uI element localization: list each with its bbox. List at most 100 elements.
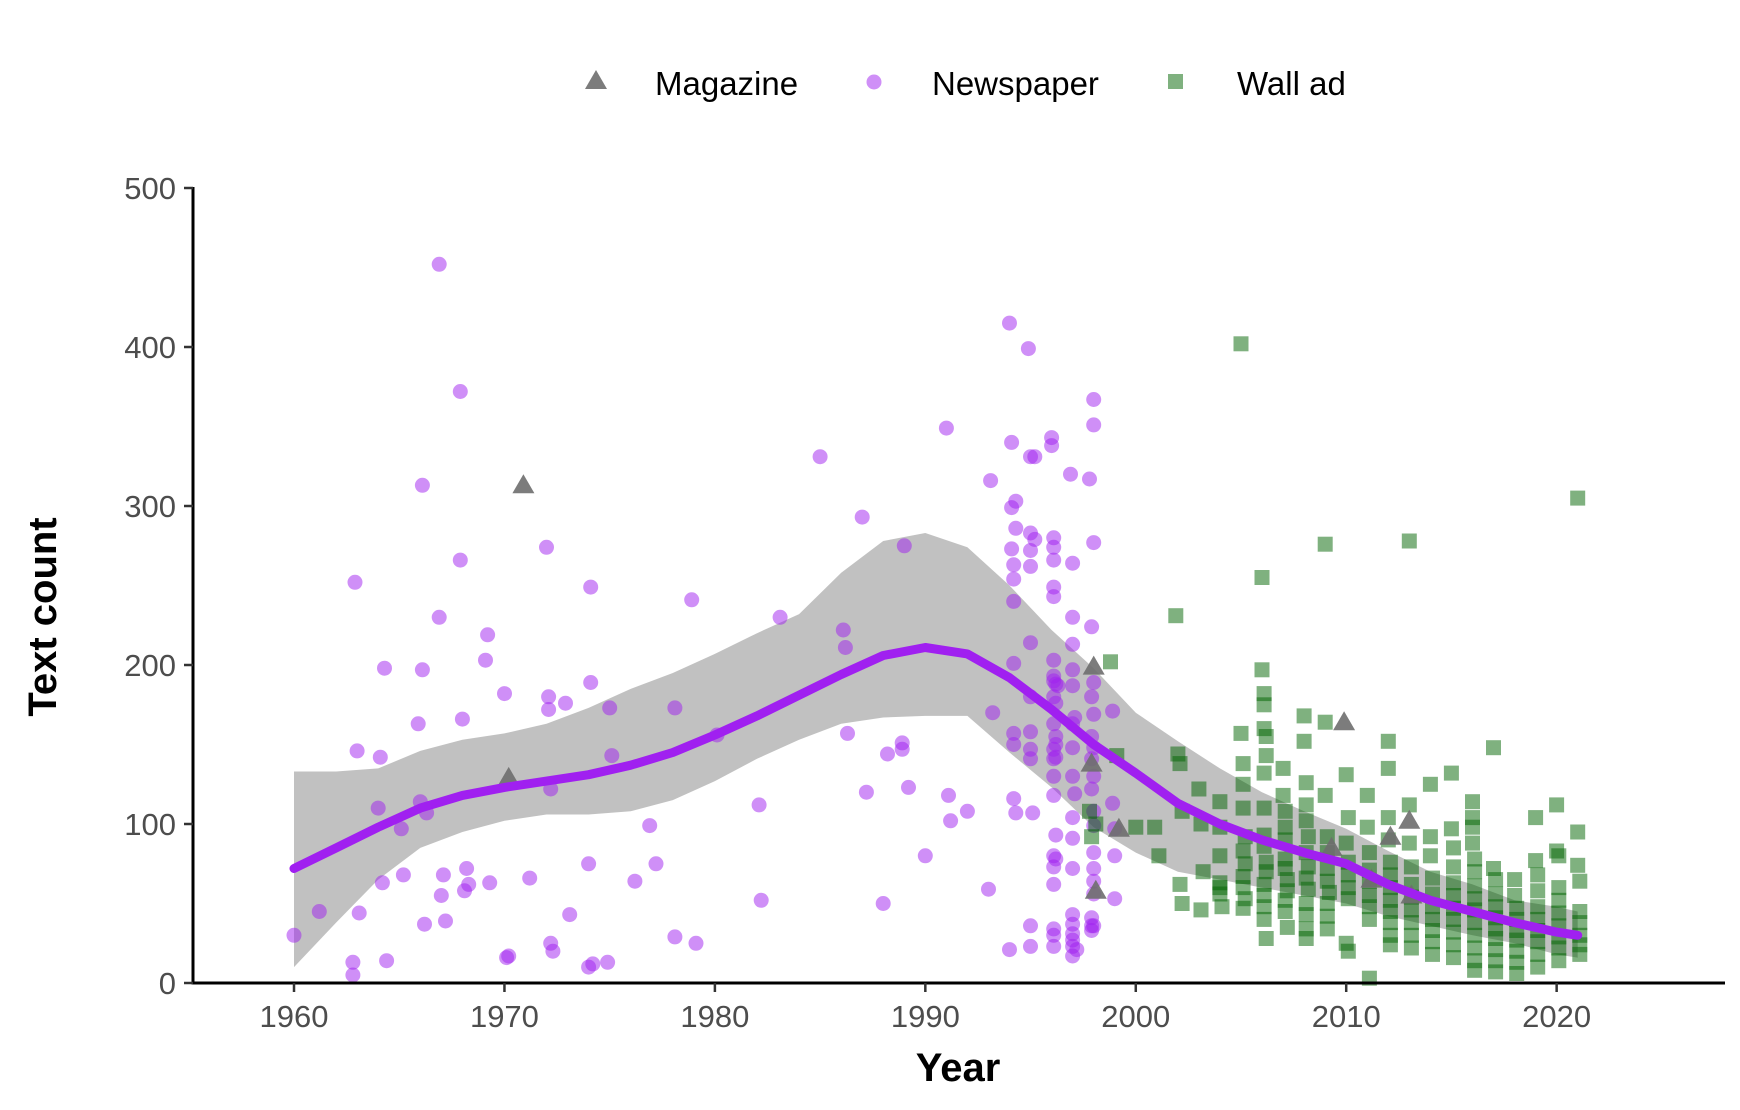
newspaper-point: [1086, 861, 1102, 876]
newspaper-point: [545, 943, 561, 959]
wall-ad-point: [1214, 899, 1230, 915]
wall-ad-point: [1570, 490, 1586, 506]
newspaper-point: [347, 574, 363, 590]
wall-ad-point: [1443, 821, 1459, 837]
wall-ad-point: [1465, 835, 1480, 851]
wall-ad-point: [1147, 819, 1163, 835]
newspaper-point: [482, 875, 498, 891]
newspaper-point: [1046, 552, 1062, 568]
wall-ad-point: [1300, 829, 1316, 845]
y-tick-label: 100: [124, 807, 176, 842]
wall-ad-point: [1551, 905, 1567, 921]
newspaper-point: [667, 929, 683, 945]
newspaper-point: [1046, 652, 1062, 668]
wall-ad-point: [1530, 934, 1546, 950]
newspaper-point: [1044, 438, 1060, 454]
wall-ad-point: [1403, 902, 1419, 918]
legend-item-newspaper: Newspaper: [866, 65, 1099, 102]
wall-ad-point: [1403, 927, 1419, 943]
newspaper-point: [1086, 535, 1102, 551]
y-tick-label: 400: [124, 330, 176, 365]
newspaper-point: [1065, 609, 1081, 625]
wall-ad-point: [1570, 857, 1586, 873]
newspaper-point: [837, 640, 853, 655]
wall-ad-point: [1551, 880, 1567, 896]
x-tick-label: 1960: [260, 999, 329, 1034]
wall-ad-point: [1509, 966, 1525, 981]
magazine-point: [1379, 825, 1402, 845]
wall-ad-point: [1382, 854, 1398, 870]
legend-key-magazine: [585, 70, 607, 89]
wall-ad-point: [1174, 896, 1190, 911]
wall-ad-point: [1446, 840, 1461, 856]
y-axis-title: Text count: [21, 517, 65, 716]
newspaper-point: [541, 689, 557, 705]
wall-ad-point: [1551, 848, 1567, 864]
wall-ad-point: [1507, 872, 1523, 888]
legend-item-magazine: Magazine: [585, 65, 798, 102]
wall-ad-point: [1425, 946, 1440, 962]
wall-ad-point: [1340, 943, 1356, 959]
wall-ad-point: [1168, 608, 1184, 624]
newspaper-point: [1006, 725, 1022, 741]
newspaper-point: [1107, 891, 1123, 907]
newspaper-point: [1065, 810, 1081, 826]
newspaper-point: [452, 552, 468, 568]
newspaper-point: [602, 700, 618, 716]
y-tick-label: 200: [124, 648, 176, 683]
newspaper-point: [345, 954, 361, 970]
newspaper-point: [417, 916, 432, 932]
newspaper-point: [1086, 845, 1102, 861]
legend-item-wall-ad: Wall ad: [1168, 65, 1346, 102]
wall-ad-point: [1530, 883, 1546, 899]
wall-ad-point: [1172, 876, 1188, 892]
wall-ad-point: [1446, 911, 1461, 927]
newspaper-point: [414, 662, 430, 678]
wall-ad-point: [1572, 873, 1588, 889]
newspaper-point: [1023, 918, 1038, 934]
wall-ad-point: [1361, 911, 1377, 927]
wall-ad-point: [1446, 888, 1461, 903]
wall-ad-point: [1403, 915, 1419, 931]
wall-ad-point: [1549, 797, 1565, 813]
wall-ad-point: [1191, 781, 1207, 797]
newspaper-point: [374, 875, 390, 891]
newspaper-point: [1008, 493, 1024, 509]
newspaper-point: [1002, 942, 1017, 958]
newspaper-point: [1006, 557, 1022, 573]
wall-ad-point: [1338, 767, 1354, 783]
x-tick-label: 1980: [680, 999, 749, 1034]
wall-ad-point: [1298, 907, 1314, 923]
newspaper-point: [1065, 768, 1081, 784]
wall-ad-point: [1319, 921, 1335, 937]
newspaper-point: [943, 813, 959, 829]
newspaper-point: [1067, 786, 1083, 802]
newspaper-point: [435, 867, 451, 883]
newspaper-point: [1048, 827, 1064, 843]
series-wall-ad: [1082, 336, 1588, 986]
x-tick-label: 2010: [1312, 999, 1381, 1034]
wall-ad-point: [1551, 940, 1567, 956]
newspaper-point: [753, 892, 769, 908]
wall-ad-point: [1361, 845, 1377, 861]
wall-ad-point: [1256, 899, 1272, 915]
newspaper-point: [941, 787, 956, 803]
newspaper-point: [1027, 531, 1043, 547]
y-tick-label: 0: [159, 966, 176, 1001]
wall-ad-point: [1172, 756, 1188, 772]
wall-ad-point: [1319, 896, 1335, 911]
newspaper-point: [1046, 539, 1062, 555]
magazine-point: [1107, 817, 1130, 837]
newspaper-point: [1086, 918, 1102, 934]
wall-ad-point: [1235, 776, 1251, 792]
legend-label-magazine: Magazine: [655, 65, 798, 102]
newspaper-point: [1006, 791, 1022, 807]
newspaper-point: [667, 700, 683, 716]
wall-ad-point: [1443, 765, 1459, 781]
newspaper-point: [1086, 768, 1102, 784]
wall-ad-point: [1233, 336, 1249, 352]
newspaper-point: [1084, 689, 1100, 705]
wall-ad-point: [1530, 959, 1546, 975]
legend-key-newspaper: [866, 74, 882, 90]
newspaper-point: [1086, 417, 1102, 433]
